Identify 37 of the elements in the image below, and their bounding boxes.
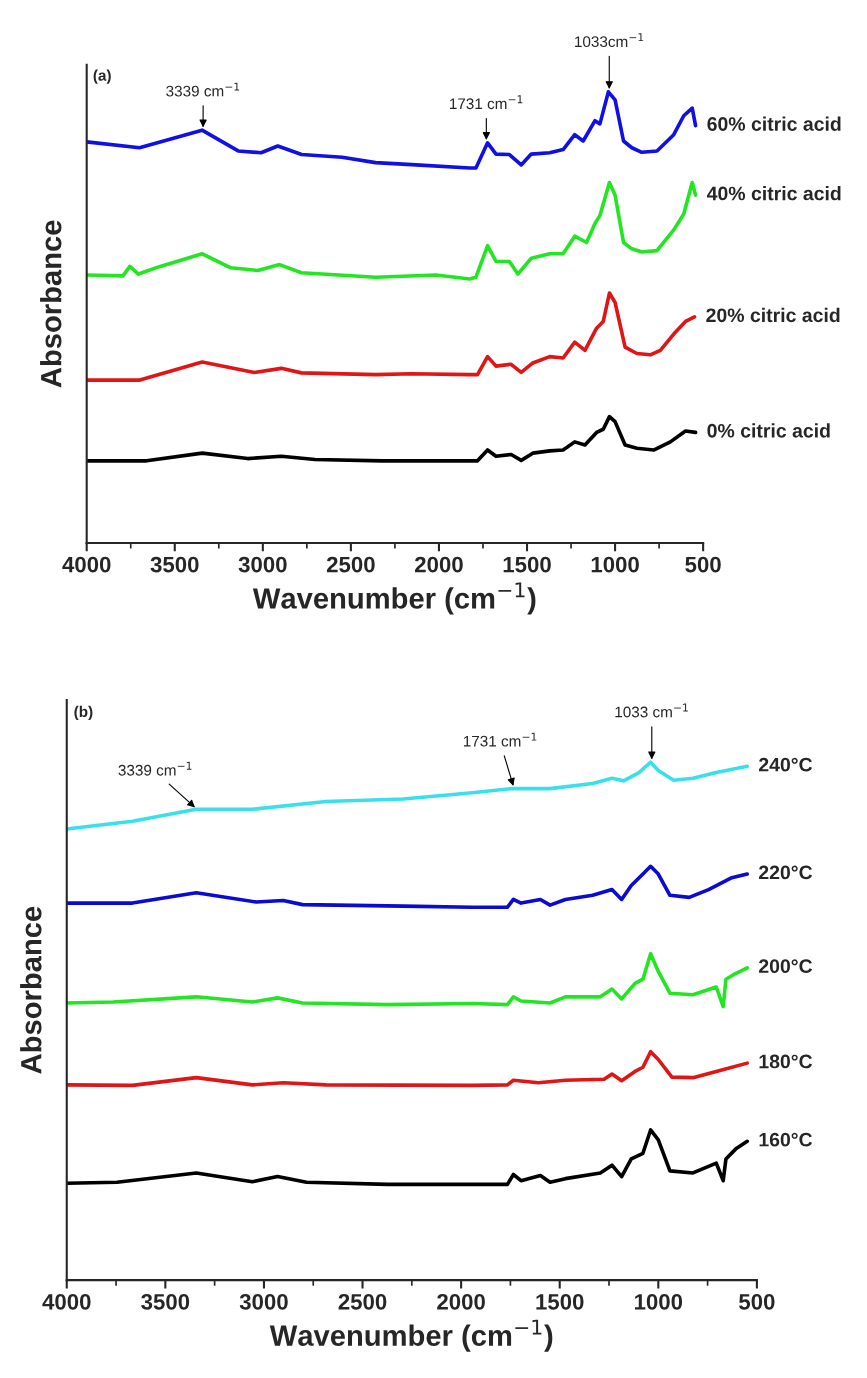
x-axis-title: Wavenumber (cm$^{−1}$): [269, 1319, 553, 1352]
x-tick-label: 3500: [150, 556, 199, 573]
series-label: 180°C: [759, 1054, 813, 1069]
annotation: 1033 cm$^{−1}$: [615, 703, 688, 718]
series-label: 220°C: [759, 865, 813, 880]
x-tick-label: 2500: [338, 1293, 387, 1310]
text: (b): [74, 705, 93, 721]
x-tick-label: 4000: [62, 556, 111, 573]
x-tick-label: 1000: [591, 556, 639, 573]
series-label: 240°C: [759, 757, 813, 772]
x-tick-label: 500: [739, 1293, 775, 1310]
series-label: 20% citric acid: [706, 307, 840, 323]
annotation: 1731 cm$^{−1}$: [449, 95, 523, 110]
series-label: 60% citric acid: [707, 116, 841, 131]
series-label: 40% citric acid: [706, 186, 841, 201]
x-tick-label: 2000: [415, 556, 463, 573]
x-axis-title: Wavenumber (cm$^{−1}$): [252, 582, 536, 615]
x-tick-label: 1000: [634, 1293, 683, 1310]
y-axis-title: Absorbance: [40, 220, 62, 388]
x-tick-label: 4000: [42, 1293, 91, 1310]
annotation: 3339 cm$^{−1}$: [118, 761, 192, 776]
x-tick-label: 3000: [239, 1293, 288, 1310]
x-tick-label: 1500: [503, 556, 551, 573]
annotation: 1033cm$^{−1}$: [575, 33, 644, 48]
series-label: 160°C: [759, 1132, 813, 1147]
text: (a): [93, 69, 111, 84]
series-label: 200°C: [759, 959, 813, 974]
annotation: 1731 cm$^{−1}$: [463, 732, 537, 747]
x-tick-label: 2000: [437, 1293, 485, 1310]
series-label: 0% citric acid: [707, 423, 830, 438]
annotation: 3339 cm$^{−1}$: [166, 82, 240, 97]
y-axis-title: Absorbance: [20, 906, 42, 1074]
x-tick-label: 1500: [536, 1293, 584, 1310]
x-tick-label: 2500: [326, 556, 375, 573]
x-tick-label: 3500: [141, 1293, 190, 1310]
x-tick-label: 3000: [238, 556, 287, 573]
x-tick-label: 500: [685, 556, 721, 573]
